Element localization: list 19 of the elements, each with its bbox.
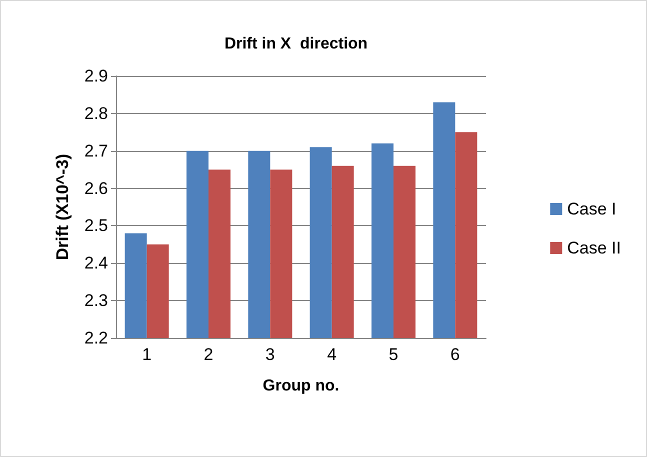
y-tick-label: 2.3 <box>84 291 108 310</box>
y-tick-label: 2.4 <box>84 254 108 273</box>
x-tick-label: 6 <box>450 345 460 364</box>
y-tick-label: 2.8 <box>84 104 108 123</box>
x-tick-label: 3 <box>265 345 275 364</box>
x-tick-label: 4 <box>327 345 337 364</box>
y-tick-label: 2.2 <box>84 328 108 348</box>
legend-label: Case I <box>567 200 616 218</box>
y-tick-label: 2.6 <box>84 178 108 198</box>
chart-title: Drift in X direction <box>224 36 368 52</box>
x-tick-label: 2 <box>204 345 214 364</box>
y-tick-label: 2.9 <box>84 66 108 86</box>
x-tick-label: 1 <box>142 345 152 364</box>
x-tick-label: 5 <box>388 345 398 364</box>
y-tick-label: 2.5 <box>84 216 108 236</box>
y-axis-title: Drift (X10^-3) <box>53 154 72 260</box>
y-tick-label: 2.7 <box>84 141 108 160</box>
x-axis-title: Group no. <box>262 378 340 394</box>
legend-label: Case II <box>567 238 622 258</box>
